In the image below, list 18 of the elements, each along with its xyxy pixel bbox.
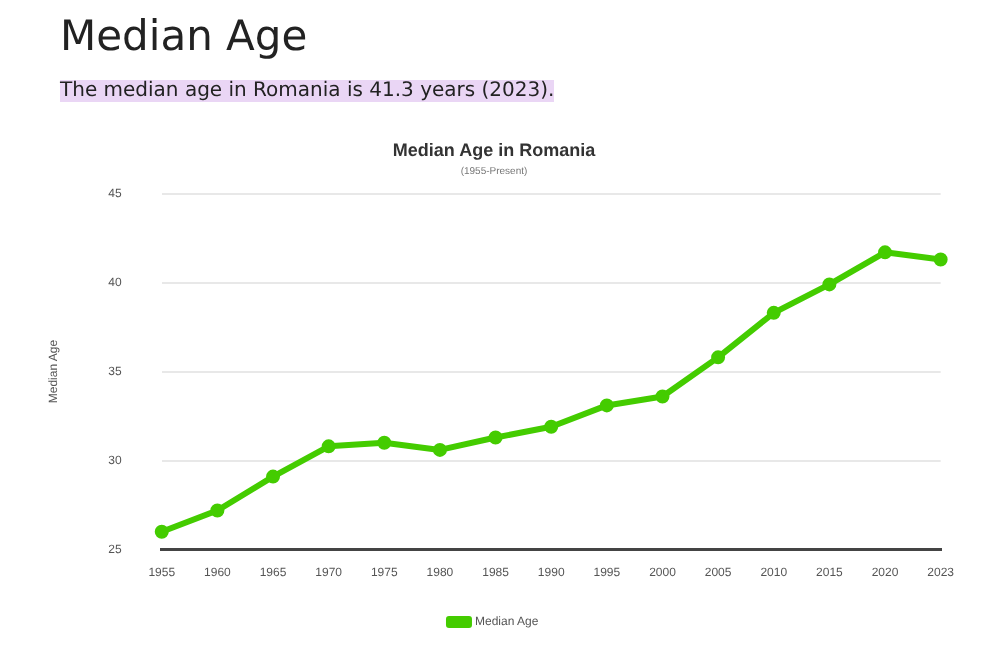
point <box>878 245 893 260</box>
point <box>544 419 559 434</box>
point <box>154 524 169 539</box>
point <box>711 350 726 365</box>
point <box>599 398 614 413</box>
point <box>377 435 392 450</box>
point <box>210 503 225 518</box>
chart-title: Median Age in Romania <box>392 139 598 160</box>
point <box>655 389 670 404</box>
point <box>266 469 281 484</box>
point <box>933 252 948 267</box>
point <box>822 277 837 292</box>
point <box>321 439 336 454</box>
text: The median age in Romania is 41.3 years (2023). <box>60 80 555 102</box>
point <box>432 442 447 457</box>
point <box>766 305 781 320</box>
text: Median Age <box>60 12 308 60</box>
point <box>488 430 503 445</box>
